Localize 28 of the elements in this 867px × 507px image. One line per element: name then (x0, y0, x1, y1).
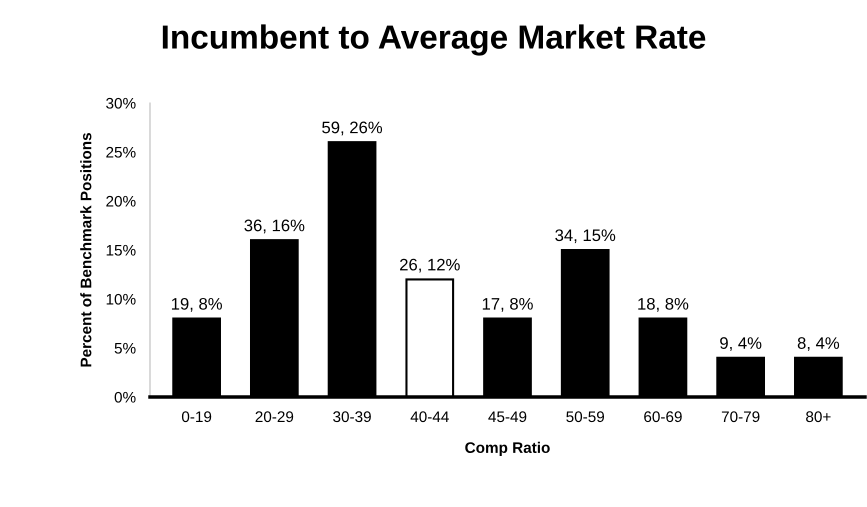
chart-title: Incumbent to Average Market Rate (162, 24, 706, 56)
data-label: 17, 8% (482, 298, 533, 312)
y-axis-title: Percent of Benchmark Positions (80, 133, 92, 367)
y-tick-label: 30% (106, 98, 136, 109)
data-label: 34, 15% (555, 229, 616, 244)
data-label: 19, 8% (172, 298, 222, 312)
x-tick-label: 80+ (806, 411, 831, 422)
y-tick-label: 10% (106, 294, 136, 305)
data-label: 36, 16% (244, 220, 304, 234)
x-tick-label: 30-39 (333, 411, 371, 422)
x-tick-label: 70-79 (722, 411, 760, 422)
y-tick-label: 15% (106, 244, 136, 256)
x-tick-label: 40-44 (410, 411, 449, 422)
data-label: 59, 26% (322, 122, 382, 136)
y-tick-label: 25% (106, 146, 136, 158)
data-label: 18, 8% (638, 298, 688, 312)
x-axis-title: Comp Ratio (465, 442, 550, 456)
data-label: 26, 12% (400, 258, 460, 273)
y-tick-label: 20% (106, 196, 136, 207)
x-tick-label: 20-29 (256, 411, 294, 422)
data-label: 9, 4% (720, 337, 762, 351)
x-tick-label: 45-49 (488, 411, 526, 422)
y-tick-label: 5% (114, 342, 136, 354)
x-tick-label: 60-69 (644, 411, 682, 422)
x-tick-label: 0-19 (182, 411, 212, 422)
data-label: 8, 4% (798, 337, 840, 351)
x-tick-label: 50-59 (566, 411, 604, 422)
y-tick-label: 0% (114, 392, 136, 403)
